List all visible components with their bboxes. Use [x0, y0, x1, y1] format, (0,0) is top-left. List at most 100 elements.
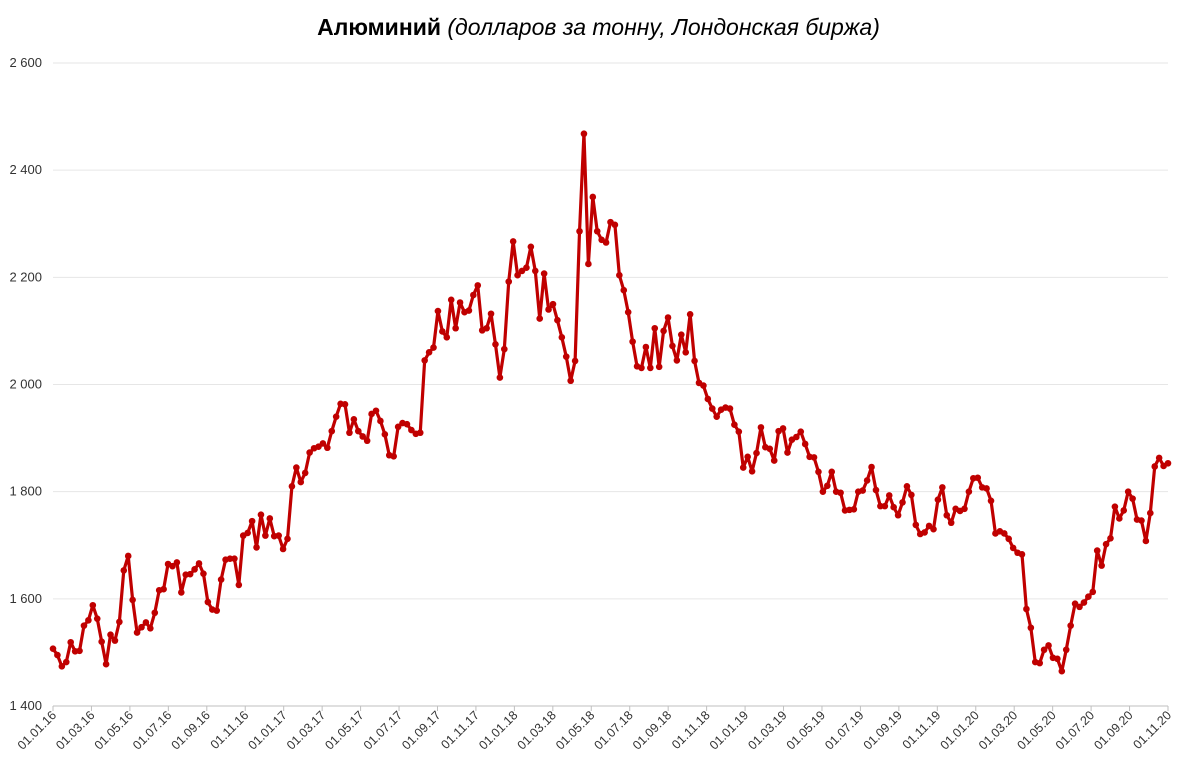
- data-point: [49, 645, 57, 652]
- chart-title-main: Алюминий: [317, 14, 441, 40]
- data-point: [116, 618, 123, 626]
- data-point: [279, 545, 287, 553]
- data-point: [1009, 544, 1017, 552]
- data-point: [1138, 517, 1145, 524]
- data-point: [470, 291, 477, 299]
- data-point: [611, 221, 619, 229]
- data-point: [961, 505, 968, 513]
- x-tick-label: 01.11.16: [208, 708, 252, 752]
- data-point: [425, 349, 433, 356]
- x-tick-label: 01.05.16: [92, 708, 136, 752]
- data-point: [244, 529, 251, 537]
- y-tick-label: 2 200: [9, 269, 42, 284]
- data-point: [899, 499, 906, 506]
- x-tick-label: 01.01.17: [245, 708, 289, 752]
- x-tick-label: 01.01.18: [476, 708, 520, 752]
- y-tick-label: 1 600: [9, 591, 42, 606]
- x-tick-label: 01.07.17: [361, 708, 405, 752]
- data-point: [1005, 535, 1013, 543]
- data-point: [1155, 454, 1163, 462]
- data-point: [540, 270, 548, 277]
- data-point: [890, 503, 897, 511]
- data-point: [1164, 459, 1172, 467]
- x-tick-label: 01.01.20: [938, 708, 982, 752]
- data-point: [974, 474, 982, 482]
- data-point: [824, 482, 831, 490]
- data-point: [447, 296, 455, 304]
- data-point: [549, 300, 557, 308]
- data-point: [523, 264, 530, 271]
- data-point: [403, 420, 411, 428]
- data-point: [863, 477, 871, 484]
- data-point: [1023, 605, 1030, 613]
- data-point: [828, 468, 836, 476]
- x-tick-label: 01.11.20: [1130, 708, 1174, 752]
- data-point: [111, 637, 119, 644]
- data-point: [691, 357, 698, 365]
- data-point: [708, 405, 716, 412]
- data-point: [430, 344, 437, 351]
- data-point: [713, 413, 720, 420]
- data-point: [1116, 515, 1123, 522]
- x-tick-label: 01.07.18: [592, 708, 636, 752]
- data-point: [297, 478, 305, 486]
- data-point: [89, 601, 97, 609]
- data-point: [262, 532, 269, 539]
- data-point: [452, 324, 459, 332]
- data-point: [509, 238, 517, 245]
- data-point: [306, 449, 313, 456]
- data-point: [686, 311, 694, 318]
- data-point: [554, 316, 561, 324]
- x-tick-label: 01.03.19: [745, 708, 789, 752]
- x-tick-label: 01.05.17: [322, 708, 366, 752]
- data-point: [872, 486, 880, 494]
- x-tick-label: 01.01.16: [15, 708, 59, 752]
- data-point: [138, 623, 145, 631]
- data-point: [837, 489, 844, 497]
- x-tick-label: 01.11.17: [438, 708, 482, 752]
- data-point: [1085, 593, 1092, 600]
- data-point: [562, 353, 570, 360]
- data-point: [735, 428, 743, 435]
- data-point: [1040, 646, 1048, 654]
- data-point: [1107, 534, 1114, 542]
- data-point: [85, 616, 92, 624]
- data-point: [664, 314, 672, 321]
- data-point: [700, 382, 707, 389]
- data-point: [885, 492, 893, 499]
- data-point: [527, 243, 535, 251]
- y-tick-label: 1 800: [9, 484, 42, 499]
- data-point: [120, 567, 128, 574]
- x-tick-label: 01.09.19: [861, 708, 905, 752]
- data-point: [501, 345, 508, 353]
- data-point: [616, 271, 623, 279]
- x-tick-label: 01.11.18: [669, 708, 713, 752]
- data-point: [567, 377, 574, 385]
- data-point: [655, 363, 663, 371]
- data-point: [673, 357, 681, 364]
- data-point: [1093, 547, 1101, 554]
- y-axis-ticks: 1 400 1 600 1 800 2 000 2 200 2 400 2 600: [9, 55, 42, 713]
- series-polyline: [51, 132, 1170, 673]
- x-tick-label: 01.05.18: [553, 708, 597, 752]
- data-point: [319, 440, 327, 447]
- data-point: [1045, 642, 1052, 649]
- data-point: [434, 307, 442, 315]
- series-line: [51, 132, 1170, 673]
- data-point: [881, 502, 889, 510]
- data-point: [160, 585, 167, 593]
- data-point: [186, 570, 194, 578]
- data-point: [801, 440, 809, 448]
- data-point: [651, 324, 659, 332]
- data-point: [496, 374, 504, 381]
- x-tick-label: 01.03.18: [515, 708, 559, 752]
- x-axis: 01.01.1601.03.1601.05.1601.07.1601.09.16…: [15, 705, 1174, 753]
- data-point: [983, 485, 990, 492]
- data-point: [372, 407, 380, 415]
- data-point: [647, 364, 654, 372]
- data-point: [213, 607, 221, 614]
- data-point: [253, 544, 260, 551]
- data-point: [1089, 588, 1097, 596]
- x-tick-label: 01.07.19: [822, 708, 866, 752]
- data-point: [200, 570, 207, 577]
